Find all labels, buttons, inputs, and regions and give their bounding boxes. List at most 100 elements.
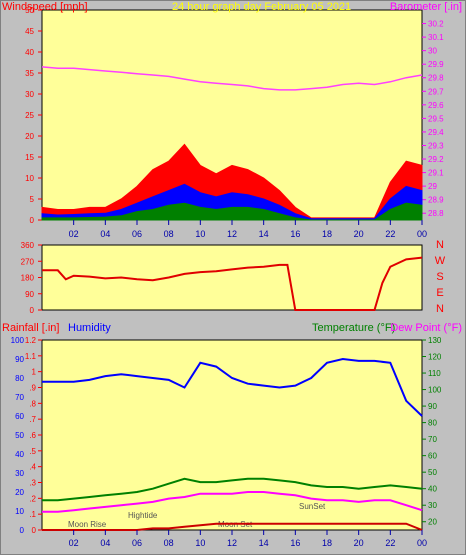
temperature-tick-label: 130 xyxy=(428,336,442,345)
humidity-plot-area xyxy=(41,339,423,531)
temperature-tick-label: 80 xyxy=(428,419,437,428)
windspeed-tick-label: 45 xyxy=(25,27,34,36)
x-axis-tick-label: 04 xyxy=(100,229,110,239)
lower-x-axis-tick-label: 12 xyxy=(227,538,237,548)
lower-x-axis-tick-label: 02 xyxy=(69,538,79,548)
windspeed-min-area xyxy=(41,202,423,221)
rainfall-tick-label: 1 xyxy=(32,368,37,377)
temperature-tick-label: 100 xyxy=(428,386,442,395)
windspeed-max-area xyxy=(41,143,423,221)
dewpoint-axis-title: Dew Point (°F) xyxy=(390,322,462,334)
rainfall-tick-label: 0 xyxy=(32,526,37,535)
rainfall-axis-title: Rainfall [.in] xyxy=(2,322,59,334)
barometer-axis-title: Barometer [.in] xyxy=(390,1,462,13)
temperature-tick-label: 70 xyxy=(428,435,437,444)
windspeed-tick-label: 25 xyxy=(25,111,34,120)
barometer-tick-label: 29.5 xyxy=(428,114,444,123)
temperature-tick-label: 90 xyxy=(428,402,437,411)
temperature-tick-label: 50 xyxy=(428,468,437,477)
compass-label-s: S xyxy=(436,271,443,283)
rainfall-tick-label: 1.2 xyxy=(25,336,37,345)
lower-x-axis-tick-label: 22 xyxy=(385,538,395,548)
humidity-tick-label: 50 xyxy=(15,431,24,440)
compass-label-e: E xyxy=(436,287,443,299)
humidity-tick-label: 90 xyxy=(15,355,24,364)
lower-x-axis-tick-label: 00 xyxy=(417,538,427,548)
temperature-axis-title: Temperature (°F) xyxy=(312,322,395,334)
direction-tick-label: 90 xyxy=(25,290,34,299)
temperature-tick-label: 40 xyxy=(428,485,437,494)
x-axis-tick-label: 16 xyxy=(290,229,300,239)
lower-x-axis-tick-label: 20 xyxy=(354,538,364,548)
temperature-tick-label: 110 xyxy=(428,369,441,378)
humidity-tick-label: 70 xyxy=(15,393,24,402)
barometer-tick-label: 29.2 xyxy=(428,155,444,164)
windspeed-tick-label: 10 xyxy=(25,174,34,183)
temperature-tick-label: 30 xyxy=(428,501,437,510)
temperature-tick-label: 120 xyxy=(428,353,442,362)
direction-tick-label: 0 xyxy=(30,306,35,315)
direction-tick-label: 180 xyxy=(21,274,35,283)
direction-tick-label: 360 xyxy=(21,241,35,250)
compass-label-w: W xyxy=(435,255,446,267)
rainfall-tick-label: .4 xyxy=(29,463,36,472)
lower-x-axis-tick-label: 10 xyxy=(195,538,205,548)
humidity-line xyxy=(42,357,423,417)
rainfall-tick-label: .9 xyxy=(29,384,36,393)
temperature-line xyxy=(42,477,423,502)
x-axis-tick-label: 00 xyxy=(417,229,427,239)
dewpoint-line xyxy=(42,491,423,513)
x-axis-tick-label: 18 xyxy=(322,229,332,239)
x-axis-tick-label: 14 xyxy=(259,229,269,239)
humidity-tick-label: 20 xyxy=(15,488,24,497)
humidity-tick-label: 80 xyxy=(15,374,24,383)
rainfall-tick-label: .3 xyxy=(29,479,36,488)
windspeed-avg-area xyxy=(41,183,423,221)
temperature-tick-label: 20 xyxy=(428,518,437,527)
humidity-tick-label: 10 xyxy=(15,507,24,516)
rainfall-tick-label: .6 xyxy=(29,431,36,440)
rainfall-tick-label: .7 xyxy=(29,415,36,424)
x-axis-tick-label: 08 xyxy=(164,229,174,239)
rainfall-tick-label: .1 xyxy=(29,510,36,519)
barometer-tick-label: 29 xyxy=(428,182,437,191)
humidity-tick-label: 30 xyxy=(15,469,24,478)
barometer-line xyxy=(41,66,423,91)
barometer-tick-label: 30.1 xyxy=(428,33,444,42)
humidity-axis-title: Humidity xyxy=(68,322,111,334)
lower-x-axis-tick-label: 04 xyxy=(100,538,110,548)
barometer-tick-label: 30.2 xyxy=(428,20,444,29)
barometer-tick-label: 29.8 xyxy=(428,74,444,83)
lower-x-axis-tick-label: 16 xyxy=(290,538,300,548)
humidity-tick-label: 60 xyxy=(15,412,24,421)
windspeed-tick-label: 15 xyxy=(25,153,34,162)
x-axis-tick-label: 10 xyxy=(195,229,205,239)
lower-x-axis-tick-label: 06 xyxy=(132,538,142,548)
x-axis-tick-label: 12 xyxy=(227,229,237,239)
temperature-tick-label: 60 xyxy=(428,452,437,461)
windspeed-axis-title: Windspeed [mph] xyxy=(2,1,88,13)
rainfall-tick-label: 1.1 xyxy=(25,352,37,361)
barometer-tick-label: 29.4 xyxy=(428,128,444,137)
moon-rise-annotation: Moon Rise xyxy=(68,520,107,529)
barometer-tick-label: 28.9 xyxy=(428,196,444,205)
x-axis-tick-label: 22 xyxy=(385,229,395,239)
compass-label-n: N xyxy=(436,239,444,251)
barometer-tick-label: 29.1 xyxy=(428,169,444,178)
windspeed-tick-label: 0 xyxy=(30,216,35,225)
humidity-tick-label: 0 xyxy=(20,526,25,535)
windspeed-tick-label: 35 xyxy=(25,69,34,78)
rainfall-tick-label: .8 xyxy=(29,399,36,408)
compass-label-n: N xyxy=(436,303,444,315)
windspeed-tick-label: 5 xyxy=(30,195,35,204)
lower-x-axis-tick-label: 18 xyxy=(322,538,332,548)
lower-x-axis-tick-label: 08 xyxy=(164,538,174,548)
rainfall-tick-label: .2 xyxy=(29,494,36,503)
barometer-tick-label: 29.7 xyxy=(428,87,444,96)
wind-direction-line xyxy=(42,256,423,311)
windspeed-tick-label: 30 xyxy=(25,90,34,99)
humidity-tick-label: 40 xyxy=(15,450,24,459)
rainfall-tick-label: .5 xyxy=(29,447,36,456)
